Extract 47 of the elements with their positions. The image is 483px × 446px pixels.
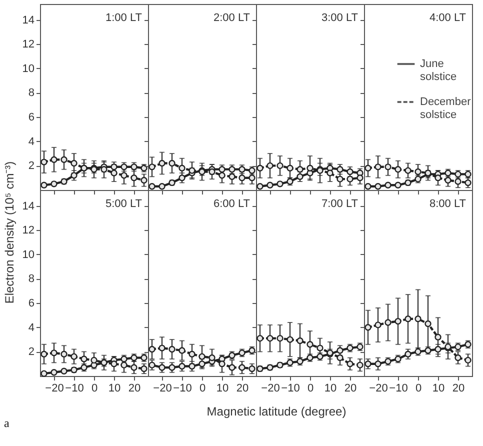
x-tick-label: 10: [108, 382, 121, 394]
x-tick-label: 10: [432, 382, 445, 394]
legend-label: June solstice: [420, 58, 457, 83]
x-axis-title: Magnetic latitude (degree): [206, 404, 346, 418]
y-tick-label: 12: [22, 224, 34, 237]
x-tick-label: 10: [324, 382, 337, 394]
text: a: [4, 416, 10, 430]
text: 8:00 LT: [430, 198, 466, 210]
x-tick-label: −10: [389, 382, 408, 394]
legend-label: December solstice: [420, 96, 472, 121]
x-tick-label: −20: [369, 382, 388, 394]
text: 4:00 LT: [430, 12, 466, 24]
y-tick-label: 2: [28, 346, 34, 358]
x-tick-label: 0: [91, 382, 98, 394]
x-tick-label: −20: [261, 382, 280, 394]
y-tick-label: 4: [28, 322, 34, 334]
y-tick-label: 14: [22, 200, 34, 212]
text: 7:00 LT: [322, 198, 358, 210]
text: 2:00 LT: [214, 12, 250, 24]
y-tick-label: 10: [22, 62, 34, 75]
y-tick-label: 12: [22, 38, 34, 51]
text: 1:00 LT: [106, 12, 142, 24]
x-tick-label: 0: [415, 382, 422, 394]
x-tick-label: 0: [199, 382, 206, 394]
x-tick-label: 20: [452, 382, 465, 394]
y-tick-label: 6: [28, 298, 34, 310]
text: 6:00 LT: [214, 198, 250, 210]
x-tick-label: 20: [236, 382, 249, 394]
x-tick-label: 0: [307, 382, 314, 394]
text: 3:00 LT: [322, 12, 358, 24]
x-tick-label: −10: [173, 382, 192, 394]
x-tick-label: −10: [281, 382, 300, 394]
y-tick-label: 4: [28, 136, 34, 148]
y-tick-label: 6: [28, 112, 34, 124]
x-tick-label: −10: [65, 382, 84, 394]
y-tick-label: 8: [28, 87, 34, 100]
x-tick-label: 10: [216, 382, 229, 394]
y-tick-label: 2: [28, 160, 34, 172]
y-tick-label: 8: [28, 273, 34, 286]
x-tick-label: −20: [153, 382, 172, 394]
y-axis-title: Electron density (10⁵ cm⁻³): [2, 161, 16, 304]
x-tick-label: −20: [45, 382, 64, 394]
y-tick-label: 10: [22, 248, 34, 261]
x-tick-label: 20: [128, 382, 141, 394]
x-tick-label: 20: [344, 382, 357, 394]
y-tick-label: 14: [22, 14, 34, 26]
text: 5:00 LT: [106, 198, 142, 210]
